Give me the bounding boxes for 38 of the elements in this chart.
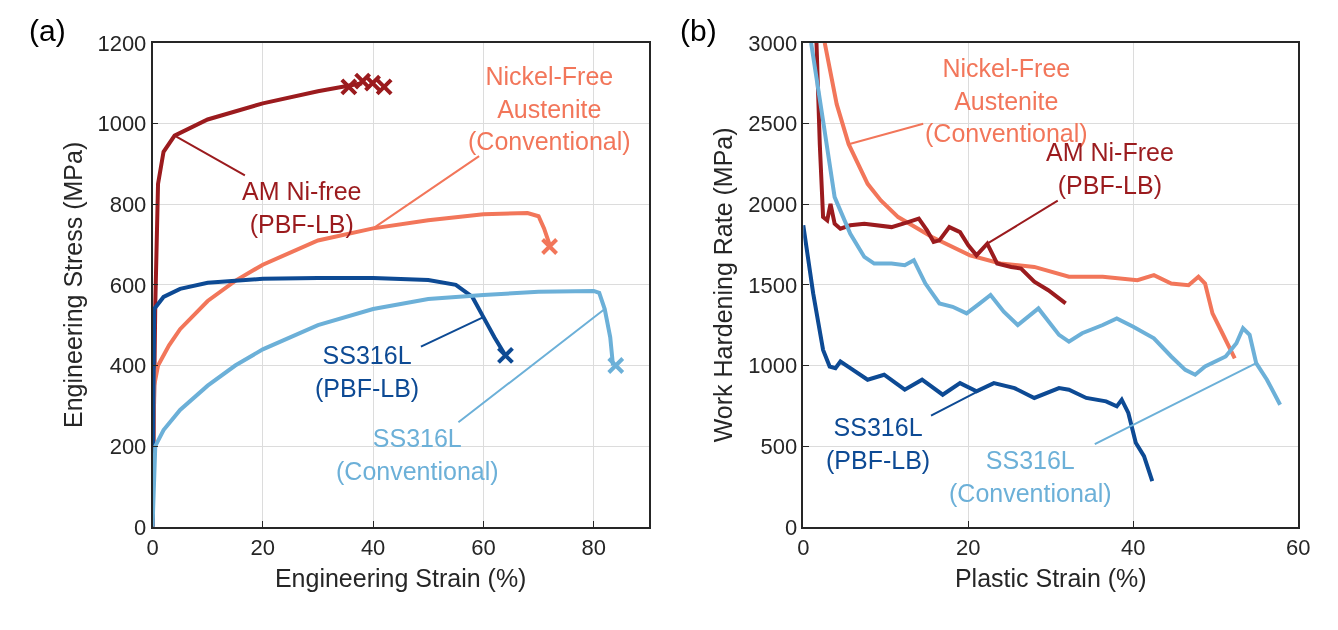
- y-tick-label: 200: [109, 433, 147, 459]
- chart-title: (a): [29, 14, 66, 47]
- x-tick-label: 40: [1121, 535, 1146, 561]
- text: Nickel-Free Austenite (Conventional): [468, 62, 631, 155]
- point: [540, 237, 559, 256]
- point: [606, 356, 625, 375]
- y-tick-label: 2000: [748, 191, 798, 217]
- y-tick-label: 0: [134, 514, 147, 540]
- x-tick-label: 60: [471, 535, 496, 561]
- y-tick-label: 1000: [748, 353, 798, 379]
- text: AM Ni-free (PBF-LB): [242, 177, 362, 238]
- y-axis-title: Work Hardening Rate (MPa): [709, 127, 738, 443]
- series-label: SS316L (PBF-LB): [826, 413, 931, 474]
- line-series: [803, 223, 1155, 484]
- point: [496, 346, 515, 365]
- x-tick-label: 40: [360, 535, 386, 561]
- x-tick-label: 20: [956, 535, 981, 561]
- x-tick-label: 60: [1286, 535, 1311, 561]
- y-axis-title: Engineering Stress (MPa): [58, 141, 87, 428]
- y-tick-label: 1200: [97, 30, 147, 56]
- y-tick-label: 400: [109, 353, 147, 379]
- y-tick-label: 3000: [748, 30, 798, 56]
- text: SS316L (PBF-LB): [315, 341, 420, 402]
- y-tick-label: 1000: [97, 111, 147, 137]
- y-tick-label: 600: [109, 272, 147, 298]
- text: SS316L (Conventional): [336, 424, 499, 485]
- text: SS316L (Conventional): [949, 446, 1112, 507]
- line-series: [822, 42, 1237, 361]
- chart-title: (b): [680, 14, 717, 47]
- y-tick-label: 800: [109, 191, 147, 217]
- y-tick-label: 2500: [748, 111, 798, 137]
- y-tick-label: 1500: [748, 272, 798, 298]
- y-tick-label: 500: [760, 433, 798, 459]
- x-axis-title: Plastic Strain (%): [954, 563, 1147, 592]
- x-axis-title: Engineering Strain (%): [274, 563, 527, 592]
- y-tick-label: 0: [784, 514, 798, 540]
- x-tick-label: 20: [250, 535, 276, 561]
- x-tick-label: 80: [581, 535, 606, 561]
